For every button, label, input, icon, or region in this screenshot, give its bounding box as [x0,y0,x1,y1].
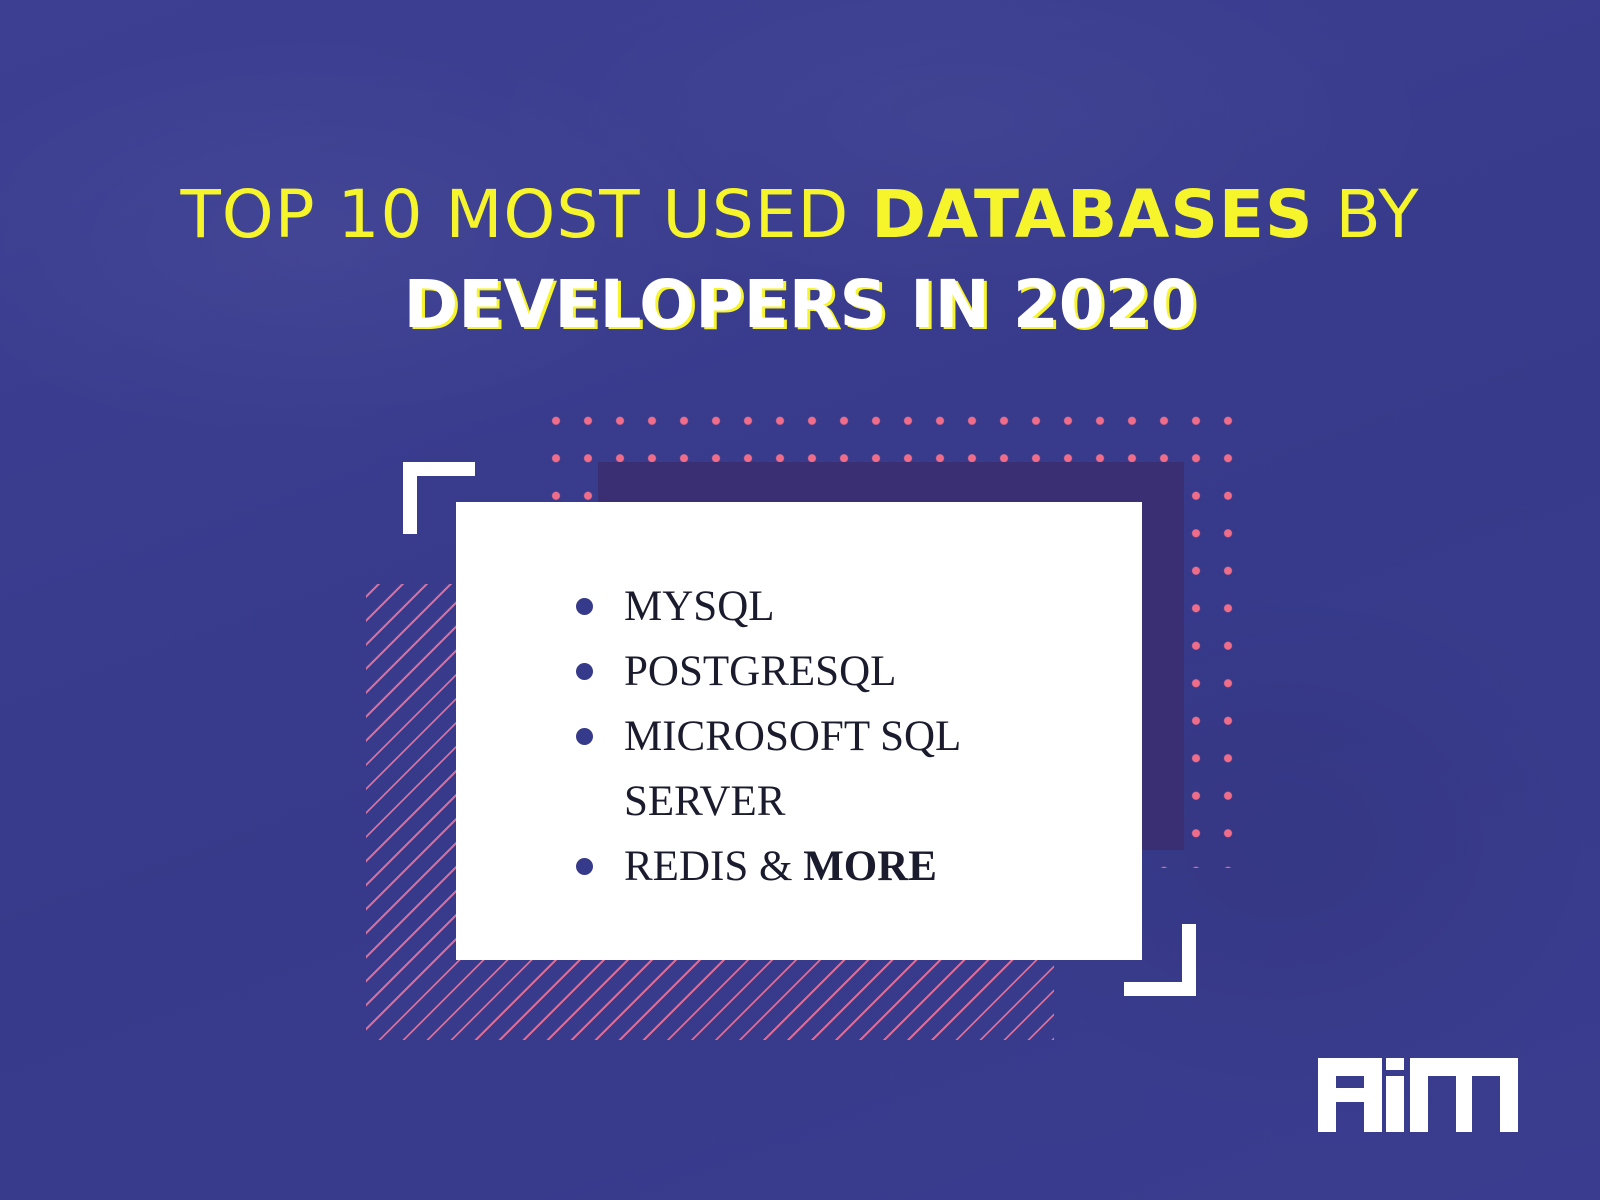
headline-prefix: TOP 10 MOST USED [180,176,850,253]
corner-bracket-bottom-right [1124,924,1196,996]
bullet-icon [576,858,593,875]
bullet-icon [576,728,593,745]
corner-bracket-top-left [403,462,475,534]
headline-line-1: TOP 10 MOST USED DATABASES BY [0,176,1600,253]
headline-suffix: BY [1335,176,1420,253]
list-item: POSTGRESQL [576,639,1016,704]
database-label: MICROSOFT SQL SERVER [624,713,960,825]
headline-line-2: DEVELOPERS IN 2020 [403,266,1197,343]
bullet-icon [576,663,593,680]
database-label: POSTGRESQL [624,648,897,695]
aim-logo [1318,1058,1518,1132]
headline-highlight: DATABASES [871,176,1314,253]
database-list: MYSQL POSTGRESQL MICROSOFT SQL SERVER RE… [576,574,1016,899]
database-list-card: MYSQL POSTGRESQL MICROSOFT SQL SERVER RE… [456,502,1142,960]
bullet-icon [576,598,593,615]
database-label-emphasis: MORE [803,843,937,890]
list-item: MICROSOFT SQL SERVER [576,704,1016,834]
list-item: REDIS & MORE [576,834,1016,899]
database-label: REDIS & [624,843,793,890]
database-label: MYSQL [624,583,775,630]
list-item: MYSQL [576,574,1016,639]
